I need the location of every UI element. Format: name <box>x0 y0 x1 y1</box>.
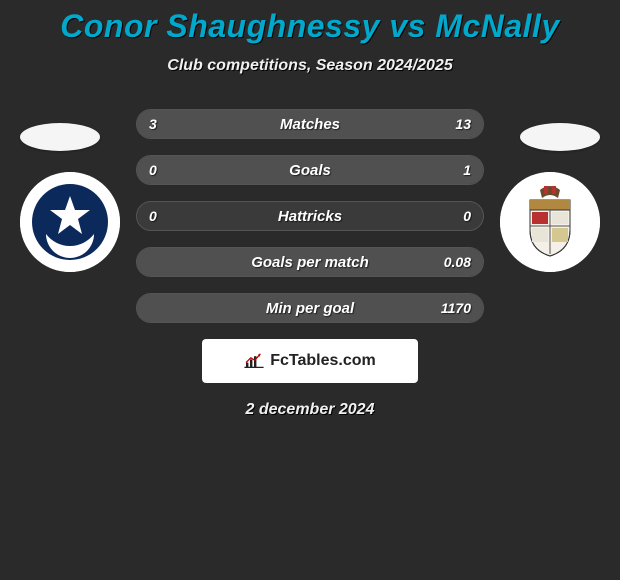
comparison-widget: Conor Shaughnessy vs McNally Club compet… <box>0 0 620 580</box>
stat-label: Matches <box>280 116 340 133</box>
page-title: Conor Shaughnessy vs McNally <box>0 8 620 45</box>
club-crest-right <box>500 172 600 272</box>
stat-row-goals: 0 Goals 1 <box>136 155 484 185</box>
brand-box: FcTables.com <box>202 339 418 383</box>
stat-val-right: 13 <box>455 116 471 132</box>
date: 2 december 2024 <box>0 401 620 419</box>
stat-rows: 3 Matches 13 0 Goals 1 0 Hattricks 0 Goa… <box>136 109 484 323</box>
stat-label: Min per goal <box>266 300 354 317</box>
subtitle: Club competitions, Season 2024/2025 <box>0 57 620 75</box>
country-flag-left <box>20 123 100 151</box>
stat-row-matches: 3 Matches 13 <box>136 109 484 139</box>
stat-val-right: 0.08 <box>444 254 471 270</box>
stat-row-hattricks: 0 Hattricks 0 <box>136 201 484 231</box>
stat-val-right: 1 <box>463 162 471 178</box>
stat-label: Goals <box>289 162 331 179</box>
stat-val-left: 3 <box>149 116 157 132</box>
chart-icon <box>244 353 264 369</box>
stat-row-goals-per-match: Goals per match 0.08 <box>136 247 484 277</box>
country-flag-right <box>520 123 600 151</box>
club-crest-left <box>20 172 120 272</box>
stat-row-min-per-goal: Min per goal 1170 <box>136 293 484 323</box>
crest-right-svg <box>500 172 600 272</box>
brand-text: FcTables.com <box>270 352 376 370</box>
stat-val-left: 0 <box>149 162 157 178</box>
crest-left-svg <box>20 172 120 272</box>
stat-val-right: 1170 <box>441 300 471 316</box>
stat-label: Goals per match <box>251 254 369 271</box>
stat-fill-right <box>203 110 483 138</box>
stat-val-left: 0 <box>149 208 157 224</box>
stat-val-right: 0 <box>463 208 471 224</box>
stat-fill-left <box>137 110 203 138</box>
stat-label: Hattricks <box>278 208 342 225</box>
